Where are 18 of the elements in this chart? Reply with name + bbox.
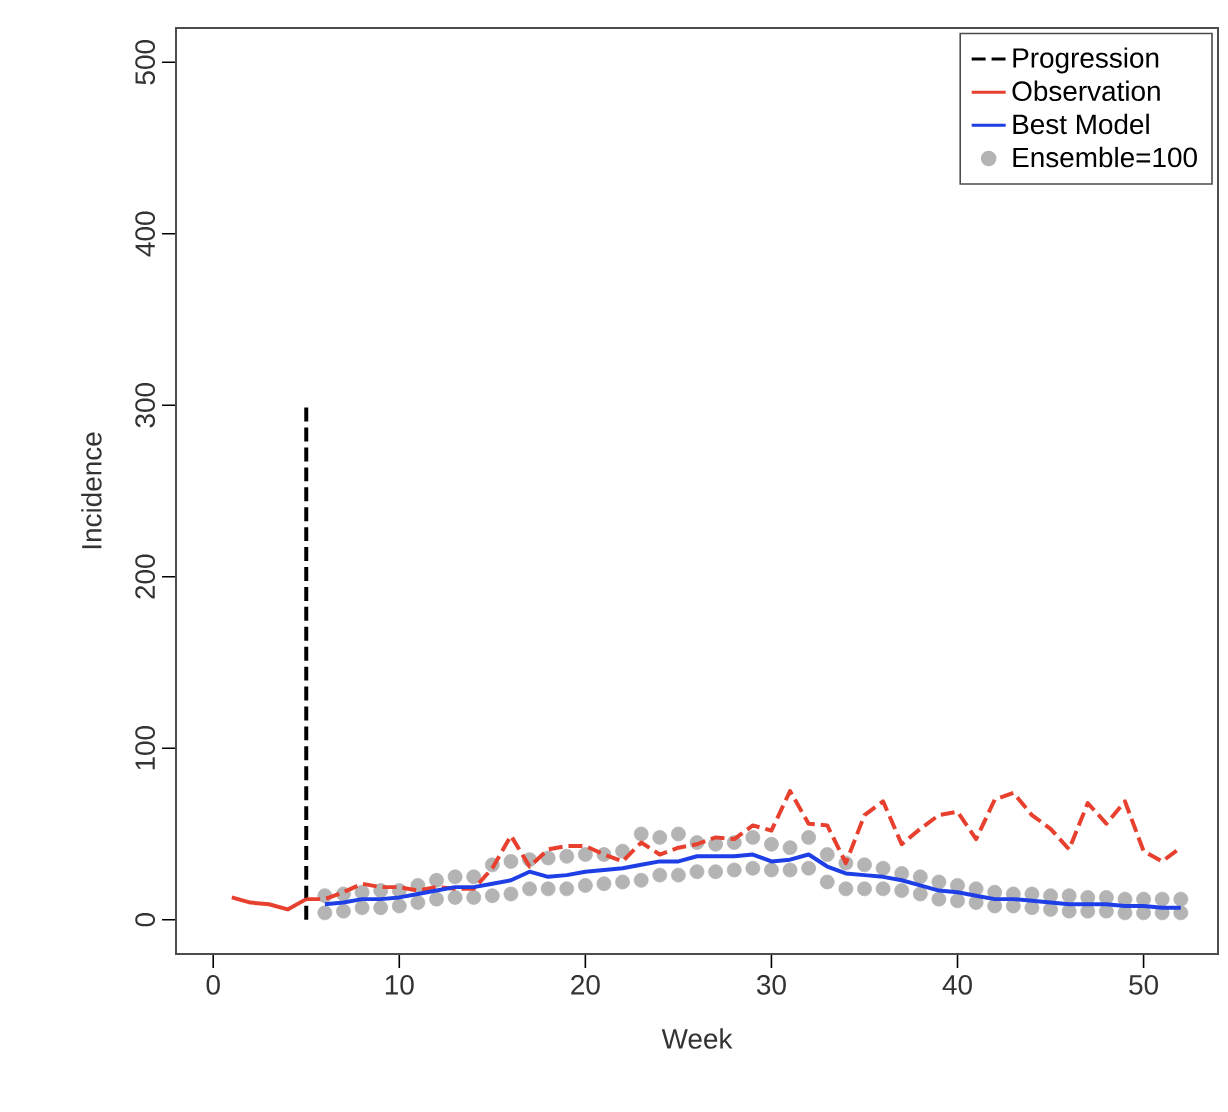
x-axis-title: Week (661, 1028, 733, 1049)
legend-label: Observation (1012, 80, 1160, 102)
legend-label: Progression (1013, 47, 1159, 74)
legend-label: Ensemble=100 (1013, 146, 1197, 168)
y-axis-title: Incidence (81, 432, 102, 549)
x-tick-label: 20 (571, 974, 600, 995)
y-tick-label: 400 (135, 211, 156, 257)
x-tick-label: 40 (942, 974, 972, 995)
x-tick-label: 10 (385, 974, 414, 995)
x-tick-label: 0 (206, 974, 220, 995)
y-tick-label: 100 (135, 726, 156, 770)
legend-label: Best Model (1013, 113, 1149, 135)
y-tick-label: 200 (135, 554, 156, 599)
x-tick-label: 50 (1129, 974, 1159, 995)
x-tick-label: 30 (756, 974, 786, 995)
y-tick-label: 500 (135, 40, 156, 85)
y-tick-label: 0 (135, 913, 156, 927)
y-tick-label: 300 (135, 383, 156, 428)
